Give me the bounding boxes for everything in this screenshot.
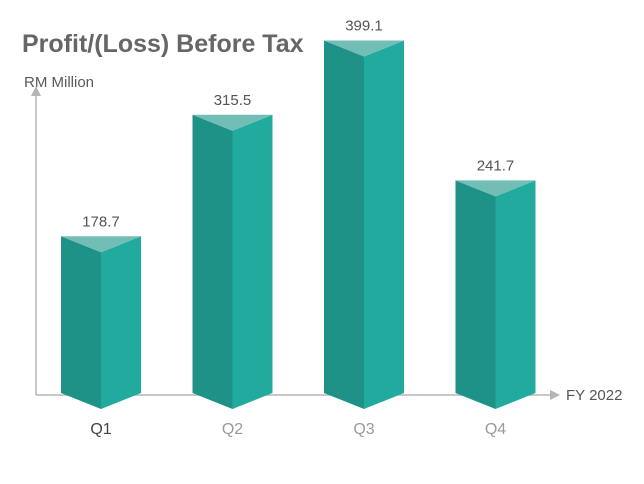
x-tick-label-q2: Q2 bbox=[222, 421, 243, 438]
data-label-q1: 178.7 bbox=[82, 213, 120, 230]
x-axis-label: FY 2022 bbox=[566, 387, 622, 404]
bar-top-face bbox=[192, 114, 273, 131]
bar-left-face bbox=[192, 114, 233, 409]
data-label-q3: 399.1 bbox=[345, 18, 383, 35]
labels-group: 178.7 Q1 315.5 Q2 399.1 Q3 241.7 Q4 bbox=[82, 18, 514, 438]
y-axis-arrow-icon bbox=[31, 86, 41, 96]
bar-q2 bbox=[192, 114, 273, 409]
bar-right-face bbox=[495, 180, 536, 409]
data-label-q4: 241.7 bbox=[477, 157, 515, 174]
bar-q4 bbox=[455, 180, 536, 409]
bar-right-face bbox=[232, 114, 273, 409]
bar-q3 bbox=[324, 40, 404, 410]
x-tick-label-q4: Q4 bbox=[485, 421, 506, 438]
bars-group bbox=[61, 40, 536, 410]
chart-title: Profit/(Loss) Before Tax bbox=[22, 30, 304, 58]
data-label-q2: 315.5 bbox=[214, 92, 252, 109]
bar-q1 bbox=[61, 236, 141, 409]
x-tick-label-q1: Q1 bbox=[90, 421, 111, 438]
bar-left-face bbox=[61, 236, 101, 409]
bar-top-face bbox=[61, 236, 141, 253]
bar-left-face bbox=[455, 180, 496, 409]
bar-top-face bbox=[455, 180, 536, 197]
x-axis-arrow-icon bbox=[550, 390, 560, 400]
bar-top-face bbox=[324, 40, 404, 57]
bar-right-face bbox=[364, 40, 404, 410]
y-axis-label: RM Million bbox=[24, 74, 95, 91]
x-tick-label-q3: Q3 bbox=[353, 421, 374, 438]
bar-left-face bbox=[324, 40, 364, 410]
bar-right-face bbox=[101, 236, 141, 409]
